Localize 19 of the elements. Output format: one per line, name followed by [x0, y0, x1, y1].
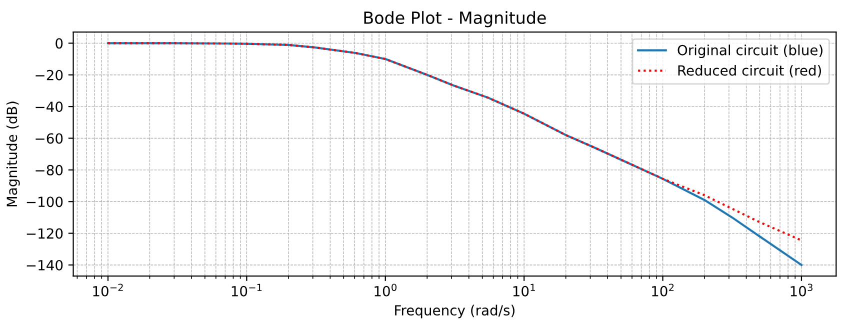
y-tick-label: −40	[36, 102, 63, 112]
x-axis-title: Frequency (rad/s)	[395, 304, 514, 318]
y-tick-label: 0	[56, 38, 63, 49]
y-tick-label: −80	[36, 164, 63, 176]
y-tick-label: −120	[26, 228, 63, 239]
x-tick-label: 10$^{0}$	[374, 284, 397, 296]
y-tick-label: −100	[26, 196, 63, 208]
y-tick-label: −60	[36, 133, 63, 144]
legend-label: Original circuit (blue)	[678, 44, 822, 58]
y-tick-label: −140	[26, 260, 63, 270]
x-tick-label: 10$^{1}$	[513, 284, 535, 296]
x-tick-label: 10$^{3}$	[790, 284, 812, 296]
x-tick-label: 10$^{2}$	[652, 284, 674, 296]
x-tick-label: 10$^{−1}$	[232, 284, 262, 296]
y-axis-title: Magnitude (dB)	[6, 102, 20, 206]
y-tick-label: −20	[36, 70, 63, 80]
legend-label: Reduced circuit (red)	[678, 64, 822, 78]
x-tick-label: 10$^{−2}$	[93, 284, 123, 296]
chart-title: Bode Plot - Magnitude	[364, 11, 546, 28]
